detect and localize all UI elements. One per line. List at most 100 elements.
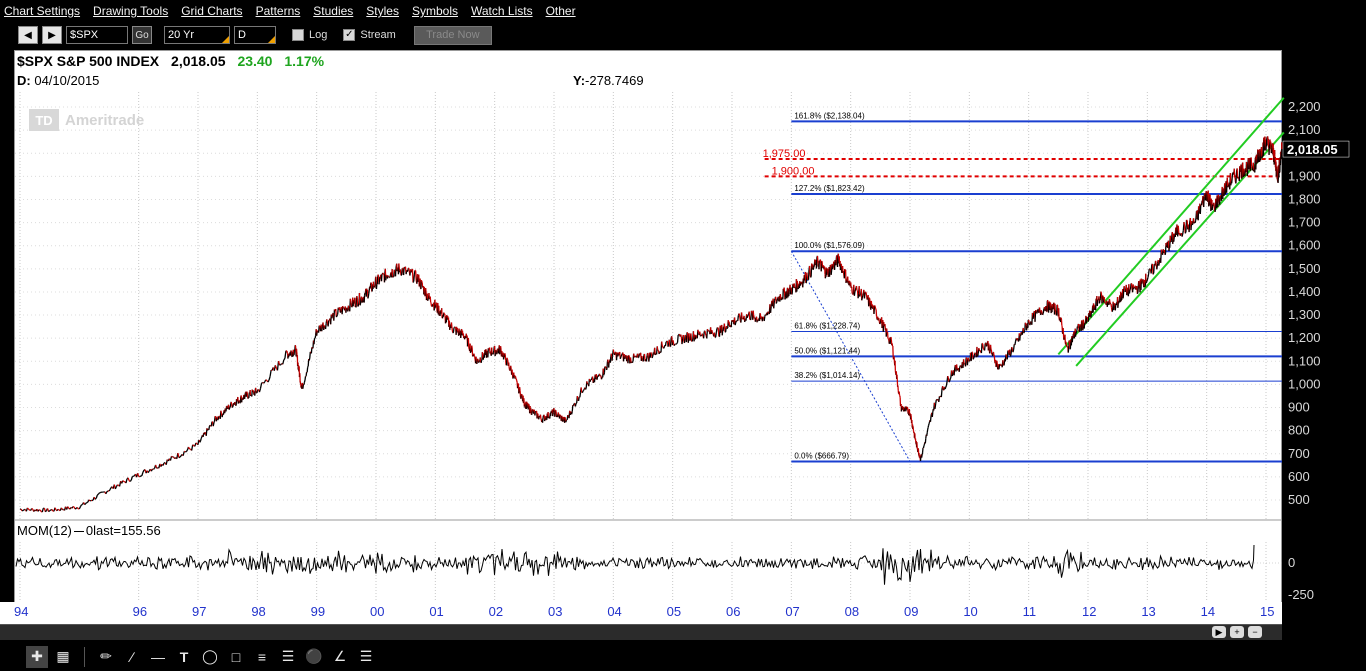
menu-grid-charts[interactable]: Grid Charts bbox=[181, 4, 243, 18]
price-segment bbox=[1183, 226, 1186, 234]
zoom-in-icon[interactable]: + bbox=[1230, 626, 1244, 638]
price-segment bbox=[324, 323, 327, 330]
fib-level-label: 50.0% ($1,121.44) bbox=[794, 346, 860, 355]
price-segment bbox=[934, 399, 937, 404]
time-axis-tick: 13 bbox=[1141, 604, 1155, 619]
y-label: Y: bbox=[573, 73, 586, 88]
zoom-out-icon[interactable]: − bbox=[1248, 626, 1262, 638]
price-segment bbox=[875, 309, 878, 317]
price-axis-tick: 2,200 bbox=[1288, 99, 1321, 114]
price-segment bbox=[191, 444, 194, 451]
time-scrollbar[interactable] bbox=[0, 624, 1282, 640]
scroll-right-icon[interactable]: ▶ bbox=[1212, 626, 1226, 638]
time-axis-tick: 00 bbox=[370, 604, 384, 619]
price-segment bbox=[663, 347, 665, 349]
menu-studies[interactable]: Studies bbox=[313, 4, 354, 18]
price-axis-tick: 1,900 bbox=[1288, 168, 1321, 183]
price-axis-tick: 1,200 bbox=[1288, 330, 1321, 345]
menu-chart-settings[interactable]: Chart Settings bbox=[4, 4, 81, 18]
price-segment bbox=[597, 374, 600, 377]
trade-now-button[interactable]: Trade Now bbox=[413, 25, 492, 45]
price-segment bbox=[314, 335, 317, 339]
time-axis-tick: 11 bbox=[1023, 604, 1037, 619]
period-select[interactable]: 20 Yr bbox=[164, 26, 230, 44]
time-axis-tick: 01 bbox=[429, 604, 443, 619]
menu-watch-lists[interactable]: Watch Lists bbox=[471, 4, 533, 18]
go-button[interactable]: Go bbox=[132, 26, 152, 44]
log-checkbox-box[interactable] bbox=[292, 29, 304, 41]
last-price-tag bbox=[1282, 140, 1350, 158]
percent-change: 1.17% bbox=[284, 53, 325, 69]
price-segment bbox=[129, 479, 132, 482]
price-segment bbox=[114, 486, 118, 490]
dropdown-corner-icon bbox=[268, 36, 275, 43]
price-segment bbox=[1151, 263, 1154, 275]
gann-lines-icon[interactable]: ☰ bbox=[281, 648, 295, 664]
price-segment bbox=[169, 456, 173, 461]
horizontal-line-icon[interactable]: — bbox=[151, 648, 165, 665]
time-axis-tick: 14 bbox=[1201, 604, 1215, 619]
price-segment bbox=[305, 372, 308, 377]
price-axis-tick: 1,600 bbox=[1288, 238, 1321, 253]
price-segment bbox=[874, 305, 877, 309]
price-segment bbox=[808, 265, 811, 275]
menu-styles[interactable]: Styles bbox=[366, 4, 399, 18]
symbol-input[interactable] bbox=[66, 26, 128, 44]
price-segment bbox=[31, 507, 34, 510]
menu-bar: Chart Settings Drawing Tools Grid Charts… bbox=[0, 0, 1366, 22]
price-axis-tick: 700 bbox=[1288, 446, 1310, 461]
price-axis-tick: 600 bbox=[1288, 469, 1310, 484]
price-segment bbox=[565, 419, 568, 423]
channel-line bbox=[1075, 131, 1285, 367]
mom-study-label[interactable]: MOM(12) 0last=155.56 bbox=[17, 523, 161, 538]
price-segment bbox=[769, 306, 772, 313]
price-segment bbox=[303, 379, 306, 383]
price-segment bbox=[122, 480, 125, 483]
price-segment bbox=[704, 333, 707, 336]
pencil-icon[interactable]: ✏ bbox=[100, 648, 112, 664]
price-segment bbox=[1014, 341, 1017, 346]
price-segment bbox=[1032, 313, 1035, 319]
fib-level-label: 127.2% ($1,823.42) bbox=[794, 184, 865, 193]
price-segment bbox=[740, 312, 743, 319]
mom-line bbox=[15, 544, 1255, 585]
menu-patterns[interactable]: Patterns bbox=[255, 4, 301, 18]
time-axis[interactable] bbox=[0, 602, 1282, 624]
price-segment bbox=[54, 507, 57, 511]
ellipse-icon[interactable]: ◯ bbox=[202, 648, 218, 664]
rectangle-icon[interactable]: □ bbox=[231, 648, 241, 665]
mom-zero: 0 bbox=[85, 523, 94, 538]
back-arrow-icon[interactable]: ◀ bbox=[18, 26, 38, 44]
td-logo-icon: TD bbox=[29, 109, 59, 131]
trendline-icon[interactable]: ∕ bbox=[130, 648, 134, 665]
price-segment bbox=[812, 267, 815, 270]
fib-level-label: 38.2% ($1,014.14) bbox=[794, 371, 860, 380]
price-segment bbox=[128, 480, 131, 482]
stream-checkbox[interactable]: ✓ Stream bbox=[343, 29, 396, 41]
price-segment bbox=[807, 269, 810, 280]
price-segment bbox=[590, 378, 593, 381]
log-checkbox[interactable]: Log bbox=[292, 29, 327, 41]
menu-lines-icon[interactable]: ☰ bbox=[359, 648, 373, 664]
price-segment bbox=[411, 268, 414, 283]
interval-select[interactable]: D bbox=[234, 26, 276, 44]
price-segment bbox=[78, 506, 81, 510]
price-segment bbox=[1002, 360, 1005, 366]
cursor-crosshair-icon[interactable]: ✚ bbox=[26, 645, 48, 668]
price-segment bbox=[105, 491, 108, 495]
fan-lines-icon[interactable]: ∠ bbox=[333, 648, 347, 664]
price-segment bbox=[199, 438, 202, 442]
spiral-icon[interactable]: ⚫ bbox=[305, 648, 323, 664]
menu-drawing-tools[interactable]: Drawing Tools bbox=[93, 4, 169, 18]
fibonacci-retracement-icon[interactable]: ≡ bbox=[257, 648, 267, 665]
price-segment bbox=[84, 503, 87, 506]
price-segment bbox=[259, 382, 263, 389]
text-tool-icon[interactable]: T bbox=[179, 648, 189, 665]
data-box-icon[interactable]: ▦ bbox=[56, 648, 70, 664]
menu-symbols[interactable]: Symbols bbox=[411, 4, 458, 18]
stream-checkbox-box[interactable]: ✓ bbox=[343, 29, 356, 41]
menu-other[interactable]: Other bbox=[545, 4, 576, 18]
price-segment bbox=[409, 269, 412, 272]
forward-arrow-icon[interactable]: ▶ bbox=[42, 26, 62, 44]
price-segment bbox=[67, 506, 70, 509]
